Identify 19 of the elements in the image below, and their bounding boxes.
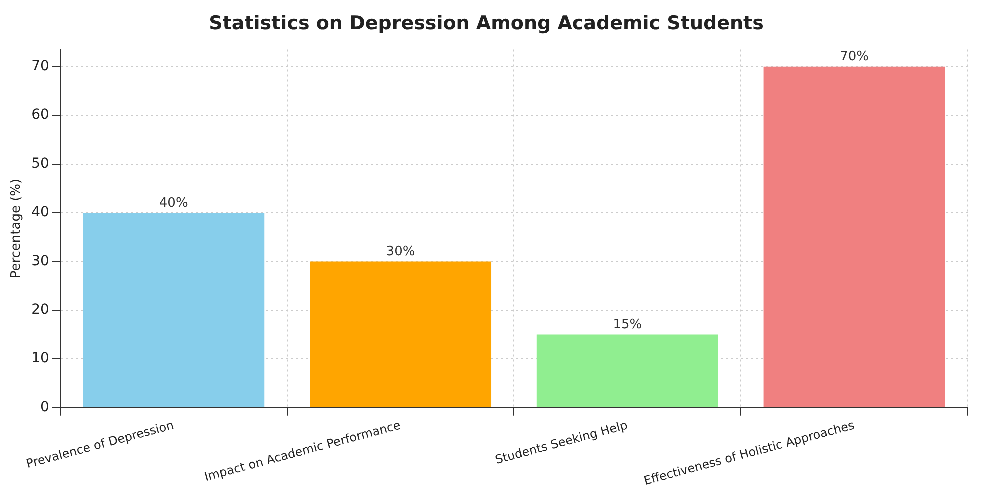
data-label: 40% bbox=[159, 196, 188, 211]
bar bbox=[536, 334, 718, 408]
y-tick-label: 20 bbox=[32, 302, 50, 318]
y-tick-label: 60 bbox=[32, 107, 50, 124]
bar bbox=[83, 212, 265, 408]
y-tick-label: 0 bbox=[40, 399, 50, 416]
y-tick-label: 50 bbox=[32, 156, 50, 172]
x-tick-label: Students Seeking Help bbox=[494, 418, 630, 467]
y-tick-label: 10 bbox=[32, 350, 50, 367]
data-label: 30% bbox=[386, 244, 416, 260]
y-tick-label: 30 bbox=[32, 253, 50, 270]
chart-title: Statistics on Depression Among Academic Students bbox=[209, 12, 764, 34]
y-axis-title: Percentage (%) bbox=[9, 178, 24, 279]
bar bbox=[310, 262, 492, 408]
y-tick-label: 70 bbox=[32, 58, 50, 74]
y-tick-label: 40 bbox=[32, 204, 50, 221]
data-label: 15% bbox=[613, 318, 642, 333]
data-label: 70% bbox=[840, 50, 870, 65]
bar bbox=[764, 66, 946, 408]
